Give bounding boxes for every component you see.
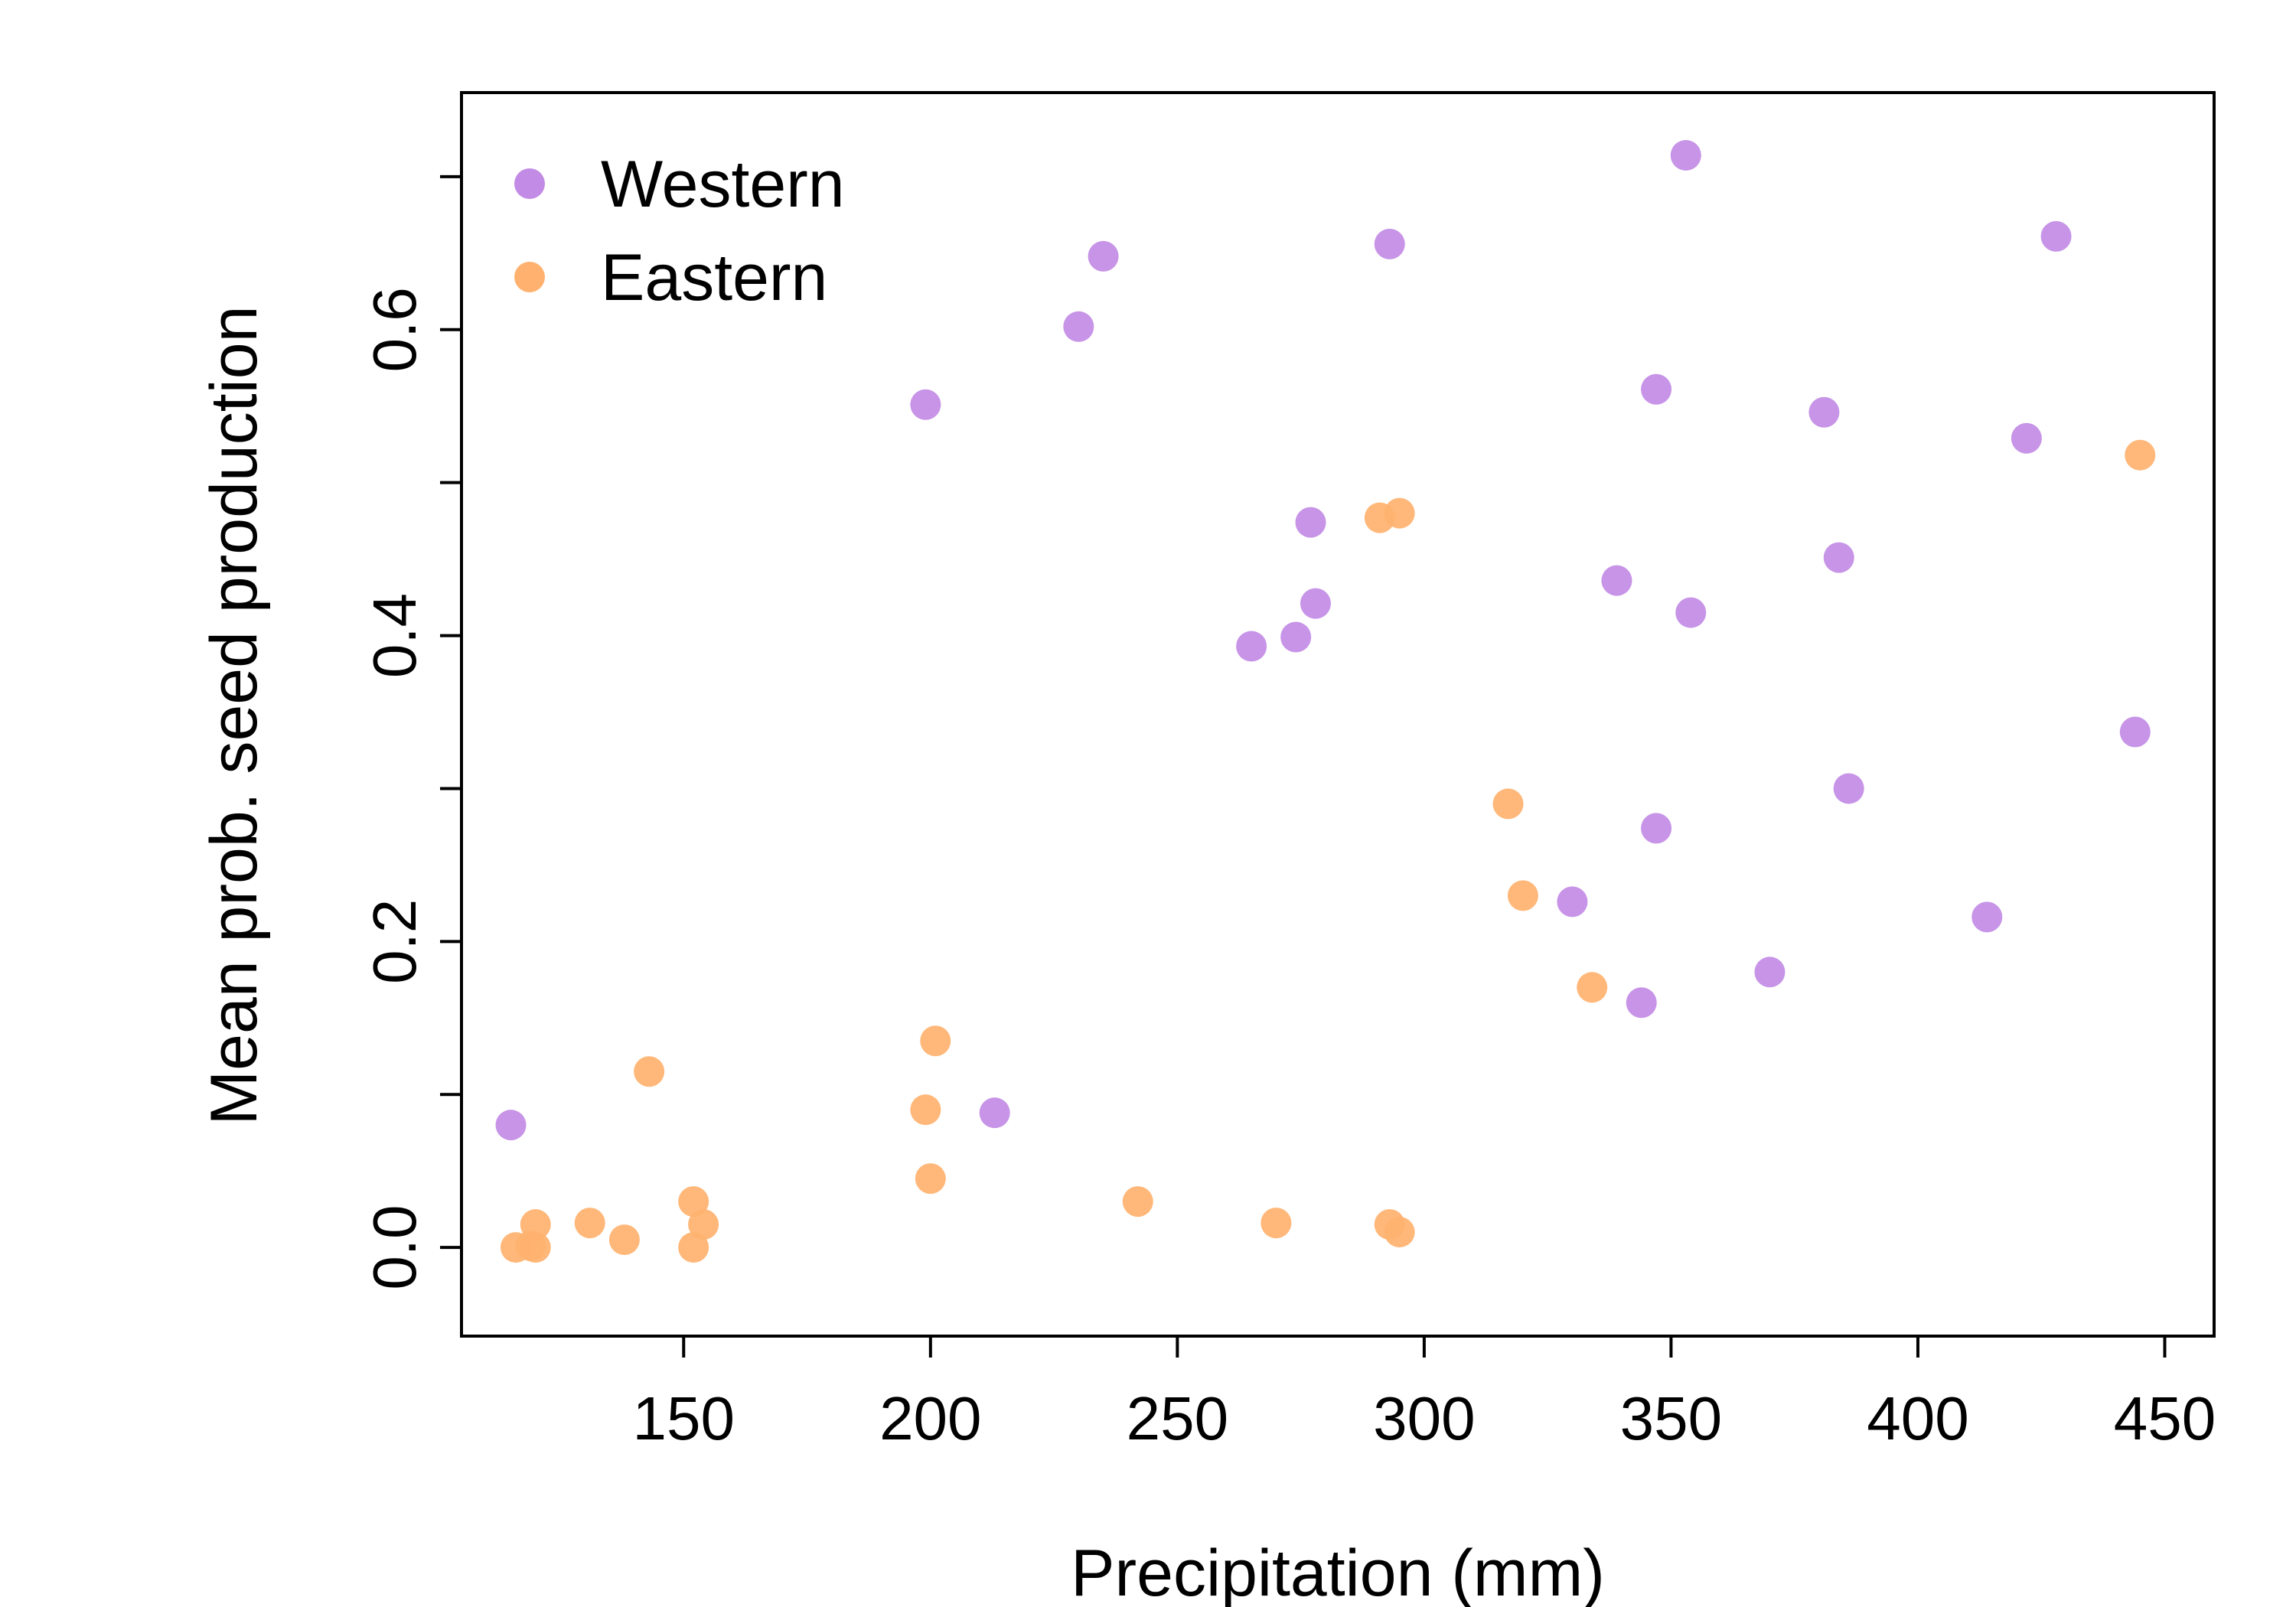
point-eastern bbox=[634, 1056, 665, 1087]
point-eastern bbox=[1507, 880, 1538, 911]
legend-label-western: Western bbox=[601, 148, 845, 221]
point-western bbox=[1626, 987, 1657, 1019]
point-western bbox=[2011, 422, 2042, 454]
point-western bbox=[1300, 588, 1331, 619]
point-western bbox=[495, 1110, 527, 1141]
point-eastern bbox=[2125, 439, 2156, 471]
x-tick-label: 350 bbox=[1620, 1384, 1722, 1452]
point-western bbox=[1295, 507, 1326, 538]
point-eastern bbox=[678, 1232, 709, 1263]
data-points bbox=[495, 139, 2156, 1263]
point-western bbox=[1823, 542, 1854, 573]
point-western bbox=[910, 389, 941, 420]
point-western bbox=[1601, 565, 1632, 596]
point-eastern bbox=[608, 1224, 640, 1256]
legend-marker-western bbox=[514, 168, 545, 199]
x-tick-label: 300 bbox=[1373, 1384, 1475, 1452]
point-eastern bbox=[1384, 497, 1415, 529]
point-western bbox=[1641, 813, 1672, 844]
point-western bbox=[1971, 901, 2003, 933]
point-eastern bbox=[1492, 788, 1524, 820]
y-tick-label: 0.0 bbox=[360, 1204, 429, 1289]
x-axis: 150 200 250 300 350 400 450 bbox=[633, 1335, 2216, 1452]
x-tick-label: 150 bbox=[633, 1384, 735, 1452]
point-eastern bbox=[920, 1025, 951, 1057]
y-tick-label: 0.2 bbox=[360, 899, 429, 984]
point-western bbox=[2040, 220, 2072, 252]
point-eastern bbox=[910, 1094, 941, 1126]
x-tick-label: 400 bbox=[1867, 1384, 1968, 1452]
point-eastern bbox=[574, 1208, 605, 1239]
point-western bbox=[2119, 716, 2151, 748]
point-eastern bbox=[915, 1163, 946, 1195]
point-western bbox=[1374, 228, 1405, 259]
point-eastern bbox=[520, 1232, 551, 1263]
x-axis-title: Precipitation (mm) bbox=[1071, 1537, 1605, 1607]
point-western bbox=[1236, 631, 1267, 662]
legend-label-eastern: Eastern bbox=[601, 241, 827, 315]
point-western bbox=[1670, 139, 1701, 171]
y-tick-label: 0.6 bbox=[360, 287, 429, 372]
point-western bbox=[1280, 621, 1312, 653]
point-eastern bbox=[1122, 1186, 1153, 1217]
point-eastern bbox=[520, 1209, 551, 1240]
point-western bbox=[1675, 597, 1707, 628]
point-western bbox=[1833, 773, 1864, 804]
point-western bbox=[979, 1097, 1010, 1129]
y-tick-label: 0.4 bbox=[360, 593, 429, 678]
legend: Western Eastern bbox=[514, 148, 845, 315]
point-eastern bbox=[678, 1186, 709, 1217]
x-tick-label: 250 bbox=[1127, 1384, 1228, 1452]
y-axis-title: Mean prob. seed production bbox=[197, 306, 271, 1126]
x-tick-label: 450 bbox=[2114, 1384, 2216, 1452]
legend-marker-eastern bbox=[514, 262, 545, 292]
point-eastern bbox=[688, 1209, 719, 1240]
point-western bbox=[1063, 311, 1094, 342]
y-axis: 0.0 0.2 0.4 0.6 bbox=[360, 174, 463, 1290]
point-eastern bbox=[1261, 1208, 1292, 1239]
point-eastern bbox=[1577, 972, 1608, 1003]
point-western bbox=[1088, 240, 1119, 272]
x-tick-label: 200 bbox=[879, 1384, 981, 1452]
point-western bbox=[1557, 886, 1588, 918]
point-western bbox=[1808, 396, 1840, 428]
point-western bbox=[1754, 957, 1786, 988]
point-western bbox=[1641, 373, 1672, 405]
point-eastern bbox=[1384, 1217, 1415, 1248]
